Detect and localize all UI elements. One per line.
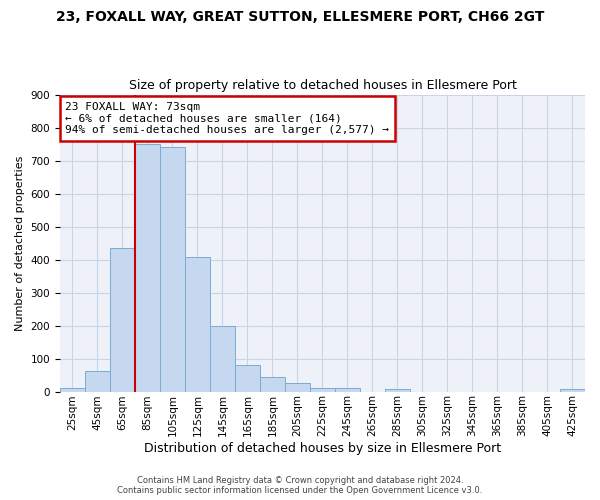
Bar [260,378,285,392]
Bar [185,257,210,392]
Bar [310,388,335,392]
Bar [160,148,185,392]
Bar [135,144,160,392]
Bar [335,388,360,392]
Text: Contains HM Land Registry data © Crown copyright and database right 2024.
Contai: Contains HM Land Registry data © Crown c… [118,476,482,495]
Title: Size of property relative to detached houses in Ellesmere Port: Size of property relative to detached ho… [128,79,517,92]
Bar [85,371,110,392]
Bar [60,388,85,392]
Bar [110,248,135,392]
Bar [210,326,235,392]
X-axis label: Distribution of detached houses by size in Ellesmere Port: Distribution of detached houses by size … [144,442,501,455]
Y-axis label: Number of detached properties: Number of detached properties [15,156,25,330]
Bar [385,389,410,392]
Text: 23 FOXALL WAY: 73sqm
← 6% of detached houses are smaller (164)
94% of semi-detac: 23 FOXALL WAY: 73sqm ← 6% of detached ho… [65,102,389,135]
Bar [285,383,310,392]
Text: 23, FOXALL WAY, GREAT SUTTON, ELLESMERE PORT, CH66 2GT: 23, FOXALL WAY, GREAT SUTTON, ELLESMERE … [56,10,544,24]
Bar [235,365,260,392]
Bar [560,389,585,392]
